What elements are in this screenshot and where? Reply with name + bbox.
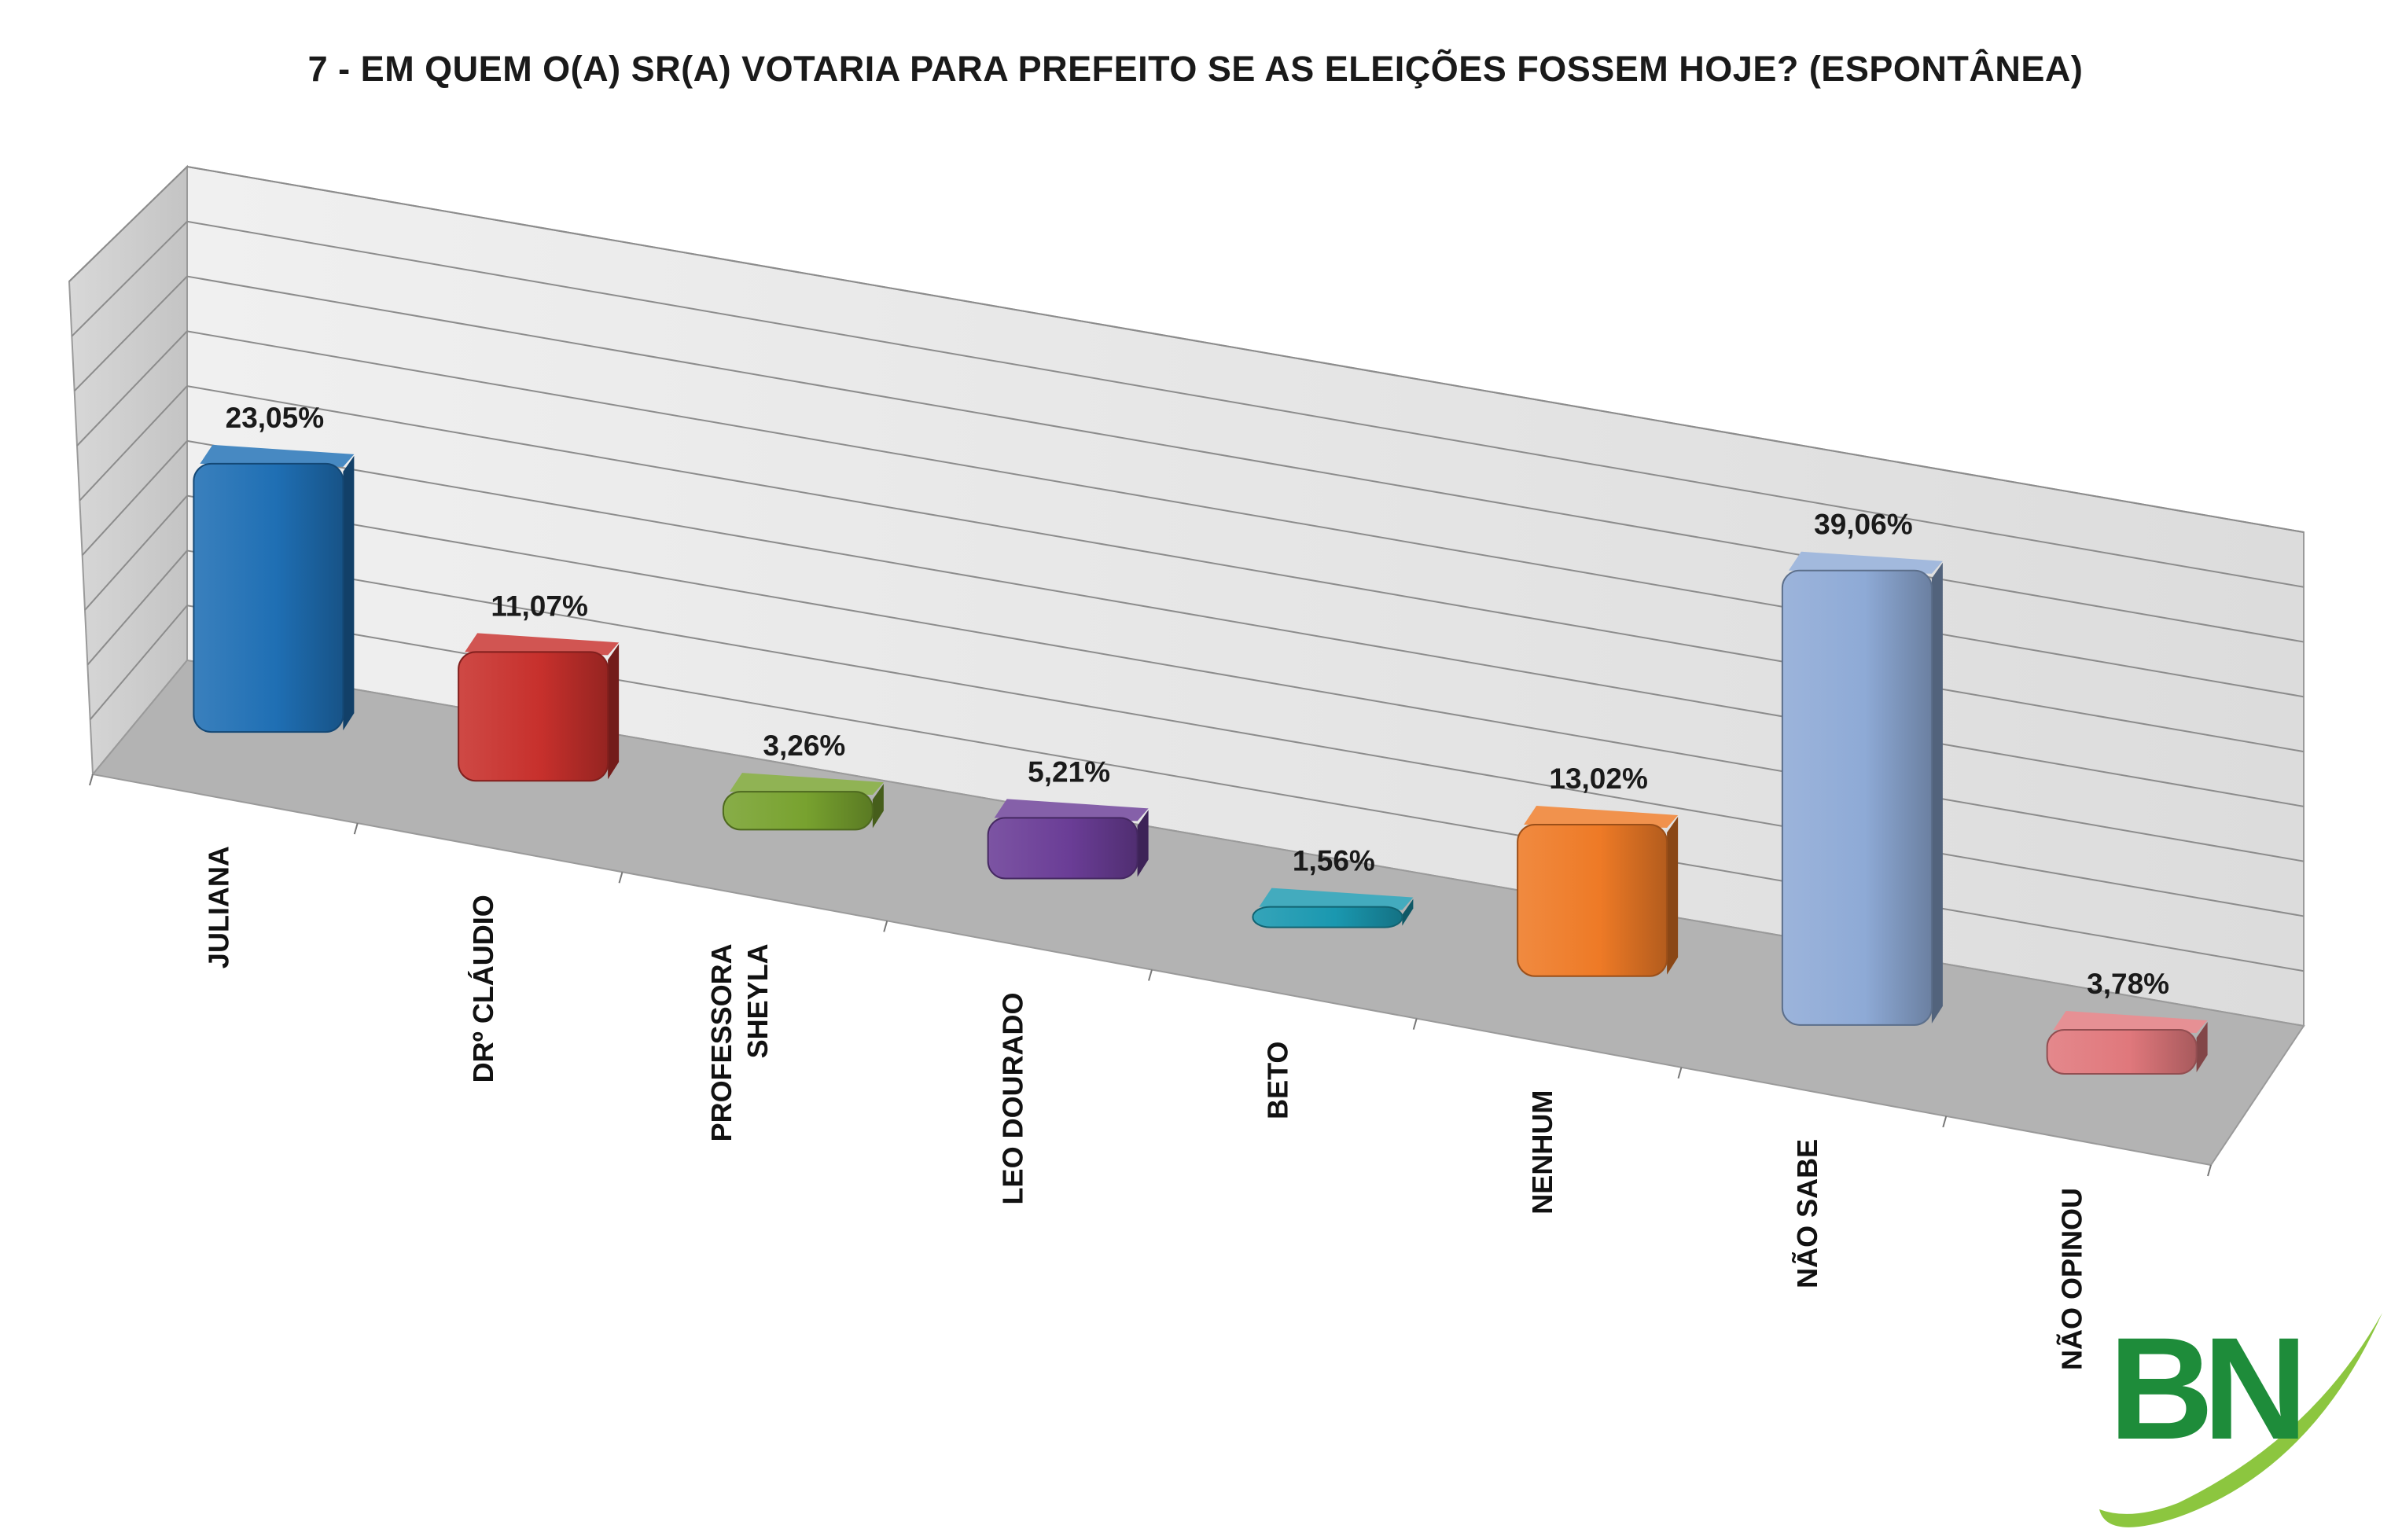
bar-side (1402, 899, 1414, 926)
category-tick (1942, 1115, 1948, 1128)
bar-side (1667, 816, 1679, 975)
category-label: NÃO SABE (1790, 1139, 1823, 1288)
category-tick (1148, 969, 1153, 981)
bar-6 (1781, 569, 1933, 1026)
category-label: JULIANA (202, 846, 234, 968)
side-gridline (71, 221, 188, 337)
side-gridline (86, 549, 188, 666)
bar-top (465, 633, 620, 656)
bar-top (994, 799, 1149, 821)
category-tick (618, 871, 623, 884)
data-label: 5,21% (1028, 755, 1110, 788)
chart-title: 7 - EM QUEM O(A) SR(A) VOTARIA PARA PREF… (307, 49, 2084, 89)
data-label: 39,06% (1814, 509, 1913, 541)
gridline (186, 549, 2305, 917)
data-label: 11,07% (491, 590, 587, 622)
side-gridline (73, 275, 188, 392)
data-label: 3,78% (2087, 968, 2169, 1000)
data-label: 13,02% (1549, 763, 1648, 795)
bar-1 (458, 651, 609, 782)
bar-top (729, 773, 884, 796)
category-label: NENHUM (1526, 1090, 1558, 1215)
side-gridline (76, 330, 188, 447)
category-label: BETO (1261, 1042, 1293, 1119)
side-gridline (81, 440, 188, 557)
bar-top (200, 444, 355, 467)
category-tick (1412, 1018, 1418, 1030)
gridline (186, 439, 2305, 807)
gridline (186, 220, 2305, 588)
data-label: 1,56% (1293, 845, 1375, 877)
bars-group (193, 444, 2208, 1075)
bar-top (1524, 805, 1679, 828)
bar-2 (722, 791, 874, 831)
bar-side (1137, 810, 1149, 877)
bar-top (2053, 1010, 2208, 1033)
bar-side (1931, 562, 1943, 1024)
category-tick (89, 774, 94, 786)
side-gridline (84, 494, 188, 611)
side-gridline (68, 166, 188, 282)
category-tick (353, 822, 359, 835)
gridline (186, 385, 2305, 753)
bn-logo: BN (2099, 1308, 2382, 1527)
bar-side (343, 455, 355, 731)
category-label: DRº CLÁUDIO (467, 895, 499, 1082)
side-gridline (89, 605, 188, 720)
category-tick (883, 921, 888, 932)
logo-swoosh (2099, 1313, 2382, 1527)
chart-backdrop (68, 164, 2305, 1177)
category-tick (1677, 1067, 1683, 1079)
category-label: PROFESSORA SHEYLA (705, 943, 774, 1141)
bar-3 (987, 817, 1138, 880)
logo-text: BN (2109, 1308, 2299, 1470)
gridline (186, 166, 2305, 533)
bar-top (1788, 551, 1943, 574)
bar-side (2196, 1021, 2208, 1072)
gridline (186, 330, 2305, 698)
side-gridline (79, 385, 188, 502)
bar-7 (2046, 1028, 2198, 1075)
labels-group: 23,05% JULIANA 11,07% DRº CLÁUDIO 3,26% PROFE… (202, 402, 2169, 1370)
gridline (186, 494, 2305, 862)
bar-top (1259, 888, 1414, 910)
category-label: NÃO OPINOU (2055, 1188, 2088, 1370)
data-label: 23,05% (226, 402, 325, 434)
bar-4 (1252, 906, 1403, 928)
bar-5 (1517, 823, 1668, 977)
gridline (186, 275, 2305, 643)
data-label: 3,26% (763, 730, 845, 762)
bar-0 (193, 462, 344, 733)
bar-side (608, 644, 620, 780)
bar-side (872, 784, 884, 829)
category-label: LEO DOURADO (997, 992, 1029, 1204)
category-tick (2207, 1164, 2212, 1177)
